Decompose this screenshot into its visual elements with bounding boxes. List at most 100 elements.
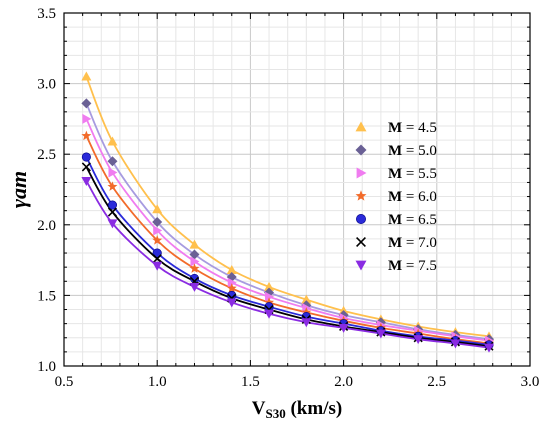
data-point (82, 113, 92, 124)
data-point (152, 235, 163, 245)
data-point (107, 181, 118, 191)
data-point (107, 136, 118, 146)
legend-label: M = 7.0 (388, 235, 437, 251)
axis-ticks (63, 12, 531, 367)
legend-item: M = 6.5 (356, 212, 437, 228)
legend-label-prefix: M (388, 120, 402, 136)
data-point (189, 239, 200, 249)
data-point (107, 156, 118, 167)
data-point (301, 307, 312, 317)
legend-label-prefix: M (388, 189, 402, 205)
legend-label-prefix: M (388, 143, 402, 159)
legend-label-prefix: M (388, 166, 402, 182)
legend-label-prefix: M (388, 235, 402, 251)
grid (63, 12, 531, 367)
legend-label: M = 6.0 (388, 189, 437, 205)
y-axis-label: γam (6, 171, 31, 208)
x-axis-label-sub: S30 (266, 406, 286, 421)
legend-label-value: = 5.5 (402, 166, 437, 182)
legend: M = 4.5M = 5.0M = 5.5M = 6.0M = 6.5M = 7… (355, 120, 437, 274)
legend-label-prefix: M (388, 258, 402, 274)
x-tick-label: 0.5 (55, 374, 74, 390)
legend-label-value: = 4.5 (402, 120, 437, 136)
data-point (226, 298, 237, 308)
y-tick-label: 2.5 (37, 147, 56, 163)
x-tick-label: 2.0 (334, 374, 353, 390)
data-point (375, 329, 386, 339)
legend-label: M = 5.5 (388, 166, 437, 182)
data-point (264, 309, 275, 319)
data-point (483, 343, 494, 353)
y-tick-label: 3.0 (37, 77, 56, 93)
data-point (81, 152, 91, 162)
data-point (189, 282, 200, 292)
legend-item: M = 7.0 (356, 235, 437, 251)
data-point (81, 71, 92, 81)
legend-label: M = 4.5 (388, 120, 437, 136)
legend-item: M = 5.5 (356, 166, 437, 182)
y-tick-labels: 1.0 1.5 2.0 2.5 3.0 3.5 (37, 6, 56, 375)
y-tick-label: 3.5 (37, 6, 56, 22)
data-point (107, 200, 118, 210)
data-point (81, 98, 92, 109)
data-point (226, 264, 237, 274)
legend-marker (355, 144, 367, 156)
y-tick-label: 1.5 (37, 288, 56, 304)
legend-label-value: = 6.0 (402, 189, 437, 205)
data-point (153, 225, 163, 236)
legend-item: M = 4.5 (355, 120, 437, 136)
data-point (450, 339, 461, 349)
x-tick-label: 2.5 (427, 374, 446, 390)
data-point (152, 261, 163, 271)
data-point (338, 323, 349, 333)
data-point (226, 283, 237, 293)
data-point (152, 254, 162, 264)
x-axis-label-main: V (252, 398, 266, 419)
legend-marker (355, 121, 367, 132)
data-point (107, 207, 118, 217)
data-point (189, 263, 200, 273)
legend-marker (356, 167, 367, 179)
legend-marker (356, 237, 366, 247)
legend-label-value: = 7.0 (402, 235, 437, 251)
legend-marker (355, 190, 367, 201)
legend-label-value: = 5.0 (402, 143, 437, 159)
data-point (108, 167, 118, 178)
x-tick-labels: 0.5 1.0 1.5 2.0 2.5 3.0 (55, 374, 540, 390)
data-point (413, 335, 424, 345)
data-point (301, 294, 312, 304)
data-point (81, 130, 92, 141)
x-tick-label: 1.5 (241, 374, 260, 390)
data-point (81, 162, 91, 172)
legend-item: M = 6.0 (355, 189, 437, 205)
legend-label-prefix: M (388, 212, 402, 228)
x-tick-label: 3.0 (521, 374, 540, 390)
legend-label: M = 5.0 (388, 143, 437, 159)
legend-label-value: = 6.5 (402, 212, 437, 228)
legend-label-value: = 7.5 (402, 258, 437, 274)
data-point (189, 249, 200, 260)
y-tick-label: 1.0 (37, 359, 56, 375)
data-point (152, 216, 163, 227)
legend-item: M = 5.0 (355, 143, 437, 159)
data-point (189, 273, 200, 284)
data-point (81, 177, 92, 187)
data-point (264, 297, 275, 307)
data-point (190, 256, 200, 267)
x-axis-label-rest: (km/s) (286, 398, 342, 419)
series-markers (81, 71, 494, 353)
plot-frame (63, 12, 531, 367)
data-point (301, 318, 312, 328)
x-axis-label: VS30 (km/s) (252, 398, 342, 421)
data-point (264, 281, 275, 291)
data-point (152, 204, 163, 214)
data-point (152, 248, 162, 258)
data-point (265, 291, 275, 302)
legend-label: M = 7.5 (388, 258, 437, 274)
legend-label: M = 6.5 (388, 212, 437, 228)
legend-item: M = 7.5 (355, 258, 437, 274)
data-point (107, 219, 118, 229)
data-point (227, 277, 237, 288)
legend-marker (355, 260, 367, 271)
